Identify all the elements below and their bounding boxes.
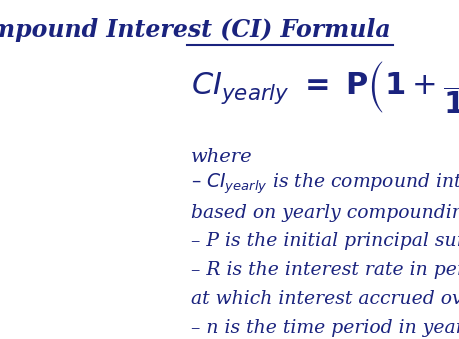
Text: Yearly Compound Interest (CI) Formula: Yearly Compound Interest (CI) Formula [0, 18, 391, 42]
Text: – $CI_{yearly}$ is the compound interest payable: – $CI_{yearly}$ is the compound interest… [191, 172, 459, 196]
Text: based on yearly compounding frequeny: based on yearly compounding frequeny [191, 204, 459, 222]
Text: at which interest accrued over time: at which interest accrued over time [191, 290, 459, 308]
Text: – n is the time period in years: – n is the time period in years [191, 319, 459, 337]
Text: $\mathbf{\mathit{CI_{yearly}}}\ \mathbf{=}\ \mathbf{P}\left(\mathbf{1}+\dfrac{\m: $\mathbf{\mathit{CI_{yearly}}}\ \mathbf{… [191, 58, 459, 116]
Text: where: where [191, 148, 253, 166]
Text: – P is the initial principal sum of money: – P is the initial principal sum of mone… [191, 232, 459, 251]
Text: – R is the interest rate in percentage: – R is the interest rate in percentage [191, 261, 459, 279]
